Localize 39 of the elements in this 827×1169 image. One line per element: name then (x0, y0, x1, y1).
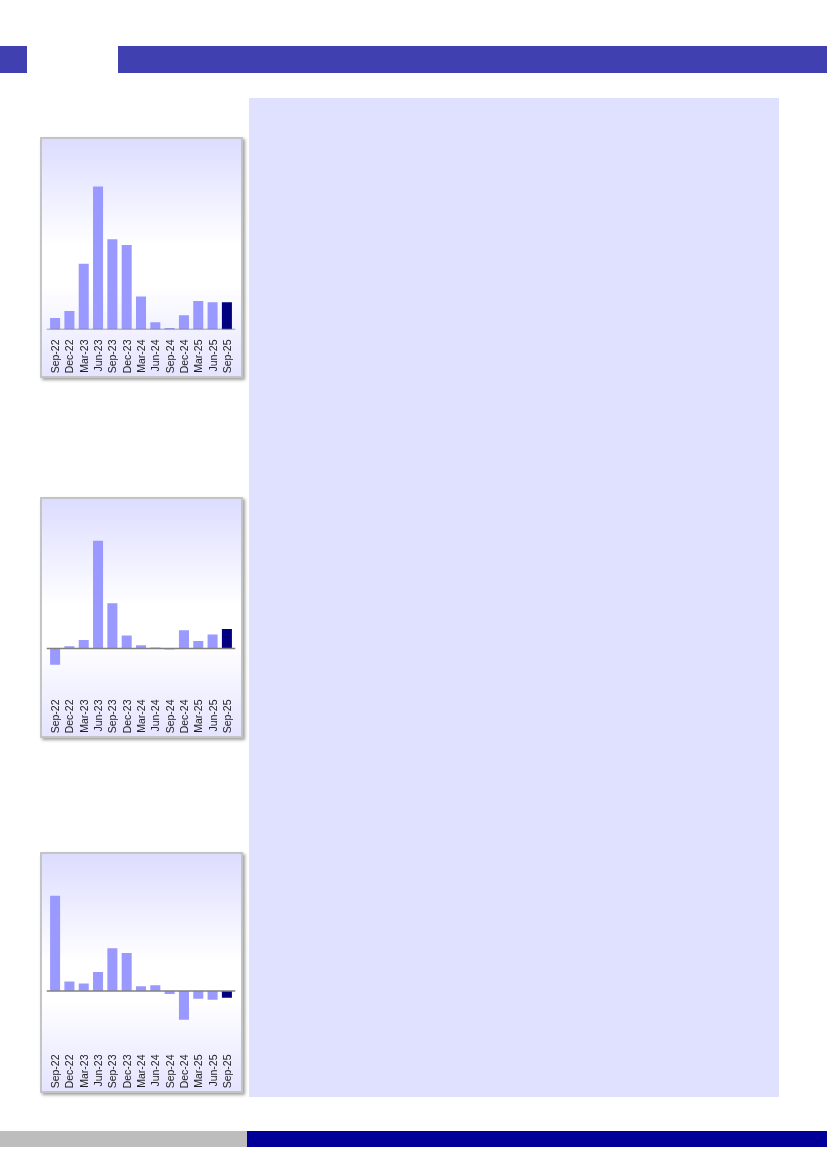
x-tick-label: Dec-23 (120, 339, 133, 374)
x-tick-label: Jun-25 (206, 699, 219, 732)
x-tick-label: Mar-25 (192, 699, 205, 733)
x-tick-label: Mar-24 (135, 339, 147, 373)
x-tick-label: Mar-23 (77, 339, 90, 373)
x-tick-label: Mar-24 (135, 1054, 147, 1088)
x-tick-label: Mar-23 (77, 1054, 90, 1088)
x-tick-label: Dec-23 (120, 699, 133, 734)
x-tick-label: Jun-25 (206, 339, 219, 372)
x-tick-label: Jun-24 (149, 699, 162, 732)
x-tick-label: Dec-22 (63, 699, 76, 734)
x-tick-label: Sep-22 (49, 1054, 62, 1089)
x-tick-label: Sep-22 (49, 339, 62, 374)
x-tick-label: Dec-23 (120, 1054, 133, 1089)
x-tick-label: Jun-23 (92, 699, 105, 732)
x-tick-label: Dec-22 (63, 339, 76, 374)
x-tick-label: Sep-23 (106, 699, 119, 734)
x-tick-label: Sep-25 (220, 699, 233, 734)
x-tick-label: Jun-24 (149, 1054, 162, 1087)
x-tick-label: Sep-25 (220, 1054, 233, 1089)
x-tick-label: Dec-24 (177, 699, 190, 734)
x-tick-label: Mar-24 (135, 699, 147, 733)
x-tick-label: Mar-25 (192, 1054, 205, 1088)
x-tick-label: Jun-24 (149, 339, 162, 372)
x-tick-label: Sep-22 (49, 699, 62, 734)
x-tick-label: Jun-23 (92, 339, 105, 372)
x-tick-label: Sep-24 (163, 1054, 176, 1089)
x-tick-label: Mar-25 (192, 339, 205, 373)
x-tick-label: Jun-25 (206, 1054, 219, 1087)
x-tick-label: Dec-24 (177, 339, 190, 374)
x-tick-label: Sep-23 (106, 1054, 119, 1089)
x-tick-label: Sep-23 (106, 339, 119, 374)
x-tick-label: Dec-22 (63, 1054, 76, 1089)
x-tick-label: Dec-24 (177, 1054, 190, 1089)
x-tick-label: Sep-24 (163, 339, 176, 374)
x-tick-label: Jun-23 (92, 1054, 105, 1087)
x-tick-label: Sep-25 (220, 339, 233, 374)
x-tick-label: Mar-23 (77, 699, 90, 733)
x-tick-label: Sep-24 (163, 699, 176, 734)
